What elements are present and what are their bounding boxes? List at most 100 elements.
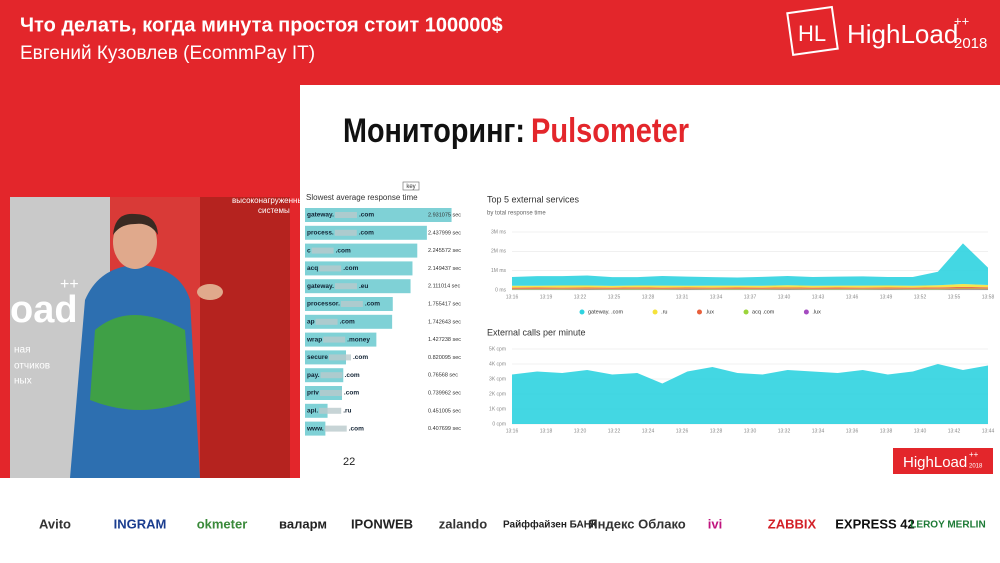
bar-label-prefix: api. bbox=[307, 408, 318, 415]
blur bbox=[324, 425, 347, 432]
speaker-head bbox=[113, 215, 157, 269]
sponsor-strip bbox=[0, 478, 1000, 563]
x-tick-label: 13:34 bbox=[710, 294, 723, 300]
bar-label-prefix: www. bbox=[306, 425, 324, 432]
bar-label-prefix: wrap bbox=[306, 336, 322, 343]
bar bbox=[305, 314, 393, 329]
logo-mark: HL bbox=[798, 21, 826, 46]
bar-label-suffix: .com bbox=[359, 230, 374, 237]
legend-swatch bbox=[652, 309, 658, 315]
bar bbox=[305, 208, 452, 222]
legend-label: .lux bbox=[705, 309, 714, 315]
bar-value: 0.451005 sec bbox=[428, 408, 461, 414]
bar-list-title: Slowest average response time bbox=[306, 193, 418, 202]
bar-label-suffix: .money bbox=[347, 336, 370, 343]
blur bbox=[319, 265, 342, 272]
top-chart-subtitle: by total response time bbox=[487, 211, 546, 217]
bar bbox=[305, 350, 347, 365]
sponsor-logo: EXPRESS 42 bbox=[835, 516, 915, 531]
x-tick-label: 13:28 bbox=[642, 294, 655, 300]
sponsor-logo: Avito bbox=[39, 516, 71, 531]
legend-swatch bbox=[579, 309, 585, 315]
slide-badge bbox=[893, 448, 993, 474]
bar bbox=[305, 243, 418, 258]
x-tick-label: 13:28 bbox=[710, 428, 723, 434]
bar-label-prefix: gateway. bbox=[307, 283, 334, 290]
stage-screen bbox=[200, 197, 290, 478]
x-tick-label: 13:40 bbox=[914, 428, 927, 434]
legend-swatch bbox=[803, 309, 809, 315]
slide-badge-year: 2018 bbox=[969, 464, 983, 470]
shirt-pattern bbox=[90, 315, 190, 410]
tag-box bbox=[402, 181, 420, 191]
x-tick-label: 13:16 bbox=[506, 294, 519, 300]
bar bbox=[305, 225, 427, 240]
sponsor-logo: Яндекс Облако bbox=[588, 516, 685, 531]
backdrop-word: ных bbox=[14, 376, 32, 387]
bar-label-suffix: .com bbox=[359, 212, 374, 219]
bar-value: 1.742643 sec bbox=[428, 319, 461, 325]
x-tick-label: 13:52 bbox=[914, 294, 927, 300]
bar bbox=[305, 403, 328, 418]
y-tick-label: 3K cpm bbox=[489, 376, 506, 382]
x-tick-label: 13:25 bbox=[608, 294, 621, 300]
slide-title: Мониторинг: bbox=[343, 112, 525, 150]
bar-value: 2.931075 sec bbox=[428, 212, 461, 218]
tag: key bbox=[406, 184, 415, 190]
bar-value: 0.407699 sec bbox=[428, 426, 461, 432]
x-tick-label: 13:16 bbox=[506, 428, 519, 434]
y-tick-label: 5K cpm bbox=[489, 346, 506, 352]
x-tick-label: 13:32 bbox=[778, 428, 791, 434]
bar-value: 2.111014 sec bbox=[428, 284, 460, 290]
legend-label: gateway. .com bbox=[588, 309, 623, 315]
x-tick-label: 13:42 bbox=[948, 428, 961, 434]
bar-value: 1.755417 sec bbox=[428, 301, 461, 307]
x-tick-label: 13:30 bbox=[744, 428, 757, 434]
x-tick-label: 13:22 bbox=[608, 428, 621, 434]
y-tick-label: 4K cpm bbox=[489, 361, 506, 367]
bar-label-suffix: .ru bbox=[343, 408, 351, 415]
bar-value: 1.427238 sec bbox=[428, 337, 461, 343]
x-tick-label: 13:38 bbox=[880, 428, 893, 434]
bar-label-suffix: .com bbox=[345, 372, 360, 379]
bar-label-prefix: process. bbox=[307, 230, 334, 237]
blur bbox=[315, 318, 338, 325]
x-tick-label: 13:26 bbox=[676, 428, 689, 434]
bar-label-prefix: gateway. bbox=[307, 212, 334, 219]
logo-sup: ++ bbox=[954, 13, 969, 28]
area bbox=[512, 286, 988, 289]
bar-label-suffix: .com bbox=[344, 390, 359, 397]
bar-label-suffix: .com bbox=[365, 301, 380, 308]
sponsor-logo: валарм bbox=[279, 516, 327, 531]
sponsor-logo: LEROY MERLIN bbox=[910, 520, 985, 531]
x-tick-label: 13:58 bbox=[982, 294, 995, 300]
blur bbox=[334, 212, 357, 218]
bar-value: 2.245572 sec bbox=[428, 248, 461, 254]
logo-badge bbox=[786, 5, 839, 56]
backdrop-word: oad bbox=[10, 289, 78, 331]
bar-label-suffix: .com bbox=[349, 425, 364, 432]
x-tick-label: 13:31 bbox=[676, 294, 689, 300]
x-tick-label: 13:19 bbox=[540, 294, 553, 300]
bar-label-suffix: .com bbox=[353, 354, 368, 361]
y-tick-label: 1M ms bbox=[491, 268, 507, 274]
bar-label-prefix: processor. bbox=[307, 301, 340, 308]
slide-badge-sup: ++ bbox=[969, 450, 979, 459]
bottom-chart-title: External calls per minute bbox=[487, 327, 586, 337]
backdrop-word: высоконагруженные bbox=[232, 196, 308, 205]
legend-label: .lux bbox=[812, 309, 821, 315]
x-tick-label: 13:40 bbox=[778, 294, 791, 300]
sponsor-logo: Райффайзен БАНК bbox=[503, 519, 598, 531]
bar-label-suffix: .com bbox=[336, 247, 351, 254]
sponsor-logo: IPONWEB bbox=[351, 516, 413, 531]
x-tick-label: 13:36 bbox=[846, 428, 859, 434]
talk-title: Что делать, когда минута простоя стоит 1… bbox=[20, 14, 503, 36]
y-tick-label: 0 ms bbox=[495, 287, 506, 293]
x-tick-label: 13:46 bbox=[846, 294, 859, 300]
bar-label-prefix: acq bbox=[307, 265, 318, 272]
x-tick-label: 13:24 bbox=[642, 428, 655, 434]
speaker-hair bbox=[113, 213, 158, 235]
x-tick-label: 13:49 bbox=[880, 294, 893, 300]
backdrop-word: системы bbox=[258, 206, 290, 215]
